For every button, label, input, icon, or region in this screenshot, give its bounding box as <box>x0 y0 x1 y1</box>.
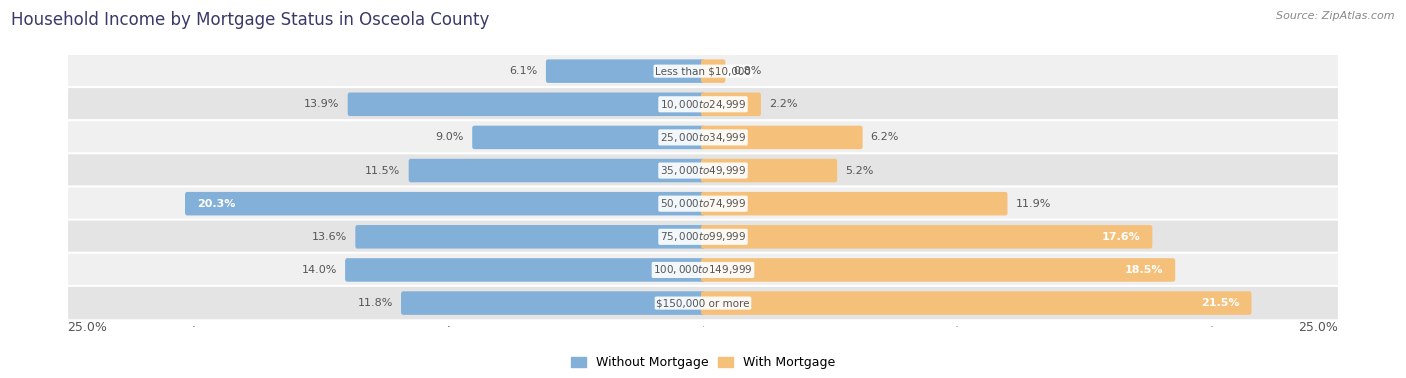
FancyBboxPatch shape <box>702 225 1153 249</box>
Text: 5.2%: 5.2% <box>845 166 873 175</box>
Text: 0.8%: 0.8% <box>734 66 762 76</box>
FancyBboxPatch shape <box>347 93 704 116</box>
FancyBboxPatch shape <box>67 153 1339 188</box>
Text: $50,000 to $74,999: $50,000 to $74,999 <box>659 197 747 210</box>
Text: Less than $10,000: Less than $10,000 <box>655 66 751 76</box>
FancyBboxPatch shape <box>356 225 704 249</box>
Text: 18.5%: 18.5% <box>1125 265 1163 275</box>
Text: $10,000 to $24,999: $10,000 to $24,999 <box>659 98 747 111</box>
FancyBboxPatch shape <box>702 125 863 149</box>
Text: 6.1%: 6.1% <box>509 66 537 76</box>
FancyBboxPatch shape <box>67 54 1339 88</box>
Text: 25.0%: 25.0% <box>67 321 107 334</box>
Text: $100,000 to $149,999: $100,000 to $149,999 <box>654 263 752 276</box>
Text: 17.6%: 17.6% <box>1101 232 1140 242</box>
Text: 6.2%: 6.2% <box>870 132 898 143</box>
FancyBboxPatch shape <box>409 159 704 182</box>
FancyBboxPatch shape <box>702 258 1175 282</box>
FancyBboxPatch shape <box>67 120 1339 155</box>
Text: 13.6%: 13.6% <box>312 232 347 242</box>
Text: 21.5%: 21.5% <box>1201 298 1239 308</box>
FancyBboxPatch shape <box>67 220 1339 254</box>
FancyBboxPatch shape <box>702 59 725 83</box>
Text: $150,000 or more: $150,000 or more <box>657 298 749 308</box>
Text: 2.2%: 2.2% <box>769 99 797 109</box>
Text: Household Income by Mortgage Status in Osceola County: Household Income by Mortgage Status in O… <box>11 11 489 29</box>
Text: $75,000 to $99,999: $75,000 to $99,999 <box>659 230 747 243</box>
Text: $25,000 to $34,999: $25,000 to $34,999 <box>659 131 747 144</box>
Text: 11.9%: 11.9% <box>1015 199 1052 209</box>
Text: 13.9%: 13.9% <box>304 99 339 109</box>
Legend: Without Mortgage, With Mortgage: Without Mortgage, With Mortgage <box>565 351 841 374</box>
FancyBboxPatch shape <box>702 192 1008 215</box>
Text: 11.5%: 11.5% <box>366 166 401 175</box>
FancyBboxPatch shape <box>472 125 704 149</box>
Text: Source: ZipAtlas.com: Source: ZipAtlas.com <box>1277 11 1395 21</box>
Text: 25.0%: 25.0% <box>1299 321 1339 334</box>
FancyBboxPatch shape <box>67 186 1339 221</box>
FancyBboxPatch shape <box>344 258 704 282</box>
FancyBboxPatch shape <box>67 286 1339 320</box>
FancyBboxPatch shape <box>67 253 1339 287</box>
Text: 11.8%: 11.8% <box>357 298 392 308</box>
FancyBboxPatch shape <box>67 87 1339 121</box>
Text: $35,000 to $49,999: $35,000 to $49,999 <box>659 164 747 177</box>
Text: 14.0%: 14.0% <box>302 265 337 275</box>
FancyBboxPatch shape <box>401 291 704 315</box>
FancyBboxPatch shape <box>186 192 704 215</box>
FancyBboxPatch shape <box>702 93 761 116</box>
Text: 20.3%: 20.3% <box>197 199 236 209</box>
FancyBboxPatch shape <box>702 291 1251 315</box>
FancyBboxPatch shape <box>702 159 837 182</box>
Text: 9.0%: 9.0% <box>436 132 464 143</box>
FancyBboxPatch shape <box>546 59 704 83</box>
